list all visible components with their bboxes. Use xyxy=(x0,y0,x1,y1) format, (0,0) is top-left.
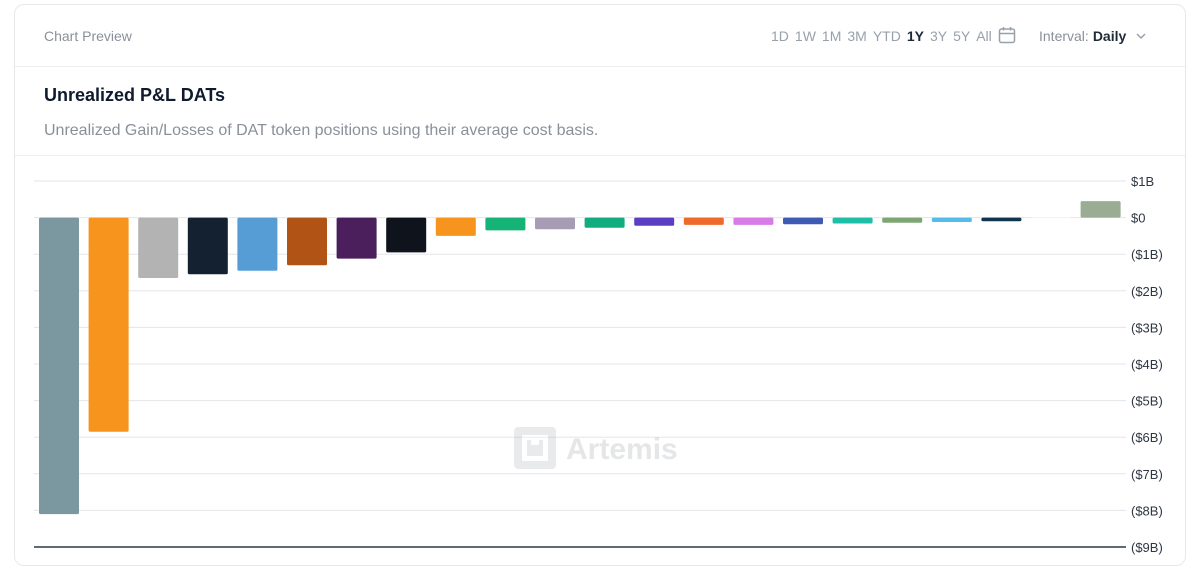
bar-20[interactable] xyxy=(981,217,1022,222)
bar-11[interactable] xyxy=(535,217,575,230)
bar-4[interactable] xyxy=(187,217,228,275)
y-tick-label: ($2B) xyxy=(1131,284,1163,299)
y-tick-label: $1B xyxy=(1131,174,1154,189)
y-tick-label: ($1B) xyxy=(1131,247,1163,262)
bar-13[interactable] xyxy=(634,217,675,226)
interval-dropdown[interactable]: Interval: Daily xyxy=(1039,28,1148,44)
bar-22[interactable] xyxy=(1080,201,1121,218)
y-tick-label: ($7B) xyxy=(1131,467,1163,482)
period-selector: 1D 1W 1M 3M YTD 1Y 3Y 5Y All xyxy=(771,28,992,44)
period-1d[interactable]: 1D xyxy=(771,28,789,44)
interval-value: Daily xyxy=(1092,28,1127,44)
watermark-text: Artemis xyxy=(566,433,678,466)
bar-19[interactable] xyxy=(931,217,972,222)
chart-title: Unrealized P&L DATs xyxy=(44,85,226,105)
bar-16[interactable] xyxy=(783,217,823,225)
artemis-logo-icon xyxy=(514,427,556,469)
period-ytd[interactable]: YTD xyxy=(872,28,901,44)
y-tick-label: ($3B) xyxy=(1131,320,1163,335)
y-tick-label: ($4B) xyxy=(1131,357,1163,372)
bar-10[interactable] xyxy=(485,217,526,231)
chart-card: Chart Preview 1D 1W 1M 3M YTD 1Y 3Y 5Y All Inter… xyxy=(14,4,1186,566)
section-divider xyxy=(15,155,1185,156)
y-tick-label: ($8B) xyxy=(1131,503,1163,518)
bar-3[interactable] xyxy=(138,217,179,278)
period-1y[interactable]: 1Y xyxy=(906,28,924,44)
watermark: Artemis xyxy=(514,427,678,469)
chart-subtitle: Unrealized Gain/Losses of DAT token posi… xyxy=(44,122,599,139)
y-tick-label: ($9B) xyxy=(1131,540,1163,555)
period-3m[interactable]: 3M xyxy=(847,28,867,44)
bars xyxy=(39,201,1121,515)
period-all[interactable]: All xyxy=(976,28,992,44)
period-5y[interactable]: 5Y xyxy=(953,28,971,44)
interval-label: Interval: xyxy=(1039,28,1089,44)
bar-15[interactable] xyxy=(733,217,774,225)
bar-17[interactable] xyxy=(832,217,873,224)
period-1w[interactable]: 1W xyxy=(794,28,816,44)
calendar-icon[interactable] xyxy=(997,25,1017,45)
bar-6[interactable] xyxy=(287,217,327,266)
bar-2[interactable] xyxy=(88,217,129,432)
period-3y[interactable]: 3Y xyxy=(929,28,948,44)
chevron-down-icon xyxy=(1136,33,1146,40)
card-header: Chart Preview 1D 1W 1M 3M YTD 1Y 3Y 5Y All Inter… xyxy=(15,5,1185,67)
bar-12[interactable] xyxy=(584,217,625,228)
y-axis-labels: $1B $0 ($1B) ($2B) ($3B) ($4B) ($5B) ($6B) ($7B)… xyxy=(1131,174,1163,555)
y-tick-label: ($6B) xyxy=(1131,430,1163,445)
y-tick-label: ($5B) xyxy=(1131,394,1163,409)
bar-8[interactable] xyxy=(386,217,427,253)
y-tick-label: $0 xyxy=(1131,211,1145,226)
period-1m[interactable]: 1M xyxy=(821,28,842,44)
bar-7[interactable] xyxy=(336,217,377,259)
bar-5[interactable] xyxy=(237,217,278,271)
chart-preview-label: Chart Preview xyxy=(44,28,132,44)
bar-21[interactable] xyxy=(1031,217,1071,219)
bar-1[interactable] xyxy=(39,217,79,515)
bar-9[interactable] xyxy=(435,217,476,236)
bar-14[interactable] xyxy=(683,217,724,225)
bar-18[interactable] xyxy=(882,217,923,223)
